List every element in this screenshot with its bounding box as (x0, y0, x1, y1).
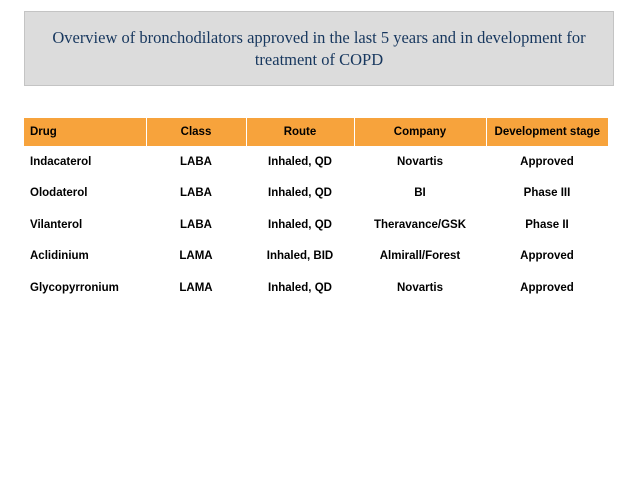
bronchodilator-table: Drug Class Route Company Development sta… (24, 118, 608, 304)
cell-company: Novartis (396, 155, 444, 168)
column-header-class: Class (146, 118, 247, 146)
cell-development-stage: Approved (520, 250, 574, 263)
table-row: Aclidinium LAMA Inhaled, BID Almirall/Fo… (24, 241, 608, 273)
table-row: Glycopyrronium LAMA Inhaled, QD Novartis… (24, 272, 608, 304)
cell-route: Inhaled, BID (266, 250, 334, 263)
cell-route: Inhaled, QD (268, 218, 332, 231)
table-header-row: Drug Class Route Company Development sta… (24, 118, 608, 146)
cell-class: LAMA (179, 281, 213, 294)
cell-development-stage: Approved (520, 281, 574, 294)
table-row: Olodaterol LABA Inhaled, QD BI Phase III (24, 178, 608, 210)
table-row: Vilanterol LABA Inhaled, QD Theravance/G… (24, 209, 608, 241)
cell-class: LABA (180, 187, 212, 200)
slide-title: Overview of bronchodilators approved in … (52, 27, 586, 69)
cell-drug: Glycopyrronium (30, 281, 119, 294)
slide-title-box: Overview of bronchodilators approved in … (24, 11, 614, 86)
cell-drug: Indacaterol (30, 155, 92, 168)
cell-class: LABA (180, 155, 212, 168)
cell-company: BI (414, 187, 426, 200)
cell-class: LABA (180, 218, 212, 231)
cell-drug: Aclidinium (30, 250, 89, 263)
cell-route: Inhaled, QD (268, 155, 332, 168)
column-header-route: Route (246, 118, 355, 146)
cell-drug: Vilanterol (30, 218, 83, 231)
cell-company: Theravance/GSK (373, 218, 467, 231)
cell-development-stage: Phase III (523, 187, 571, 200)
table-row: Indacaterol LABA Inhaled, QD Novartis Ap… (24, 146, 608, 178)
column-header-development-stage: Development stage (486, 118, 608, 146)
cell-development-stage: Phase II (525, 218, 569, 231)
cell-development-stage: Approved (520, 155, 574, 168)
cell-company: Novartis (396, 281, 444, 294)
cell-company: Almirall/Forest (379, 250, 461, 263)
column-header-drug: Drug (24, 118, 147, 146)
column-header-company: Company (354, 118, 487, 146)
cell-drug: Olodaterol (30, 187, 88, 200)
cell-class: LAMA (179, 250, 213, 263)
cell-route: Inhaled, QD (268, 281, 332, 294)
cell-route: Inhaled, QD (268, 187, 332, 200)
